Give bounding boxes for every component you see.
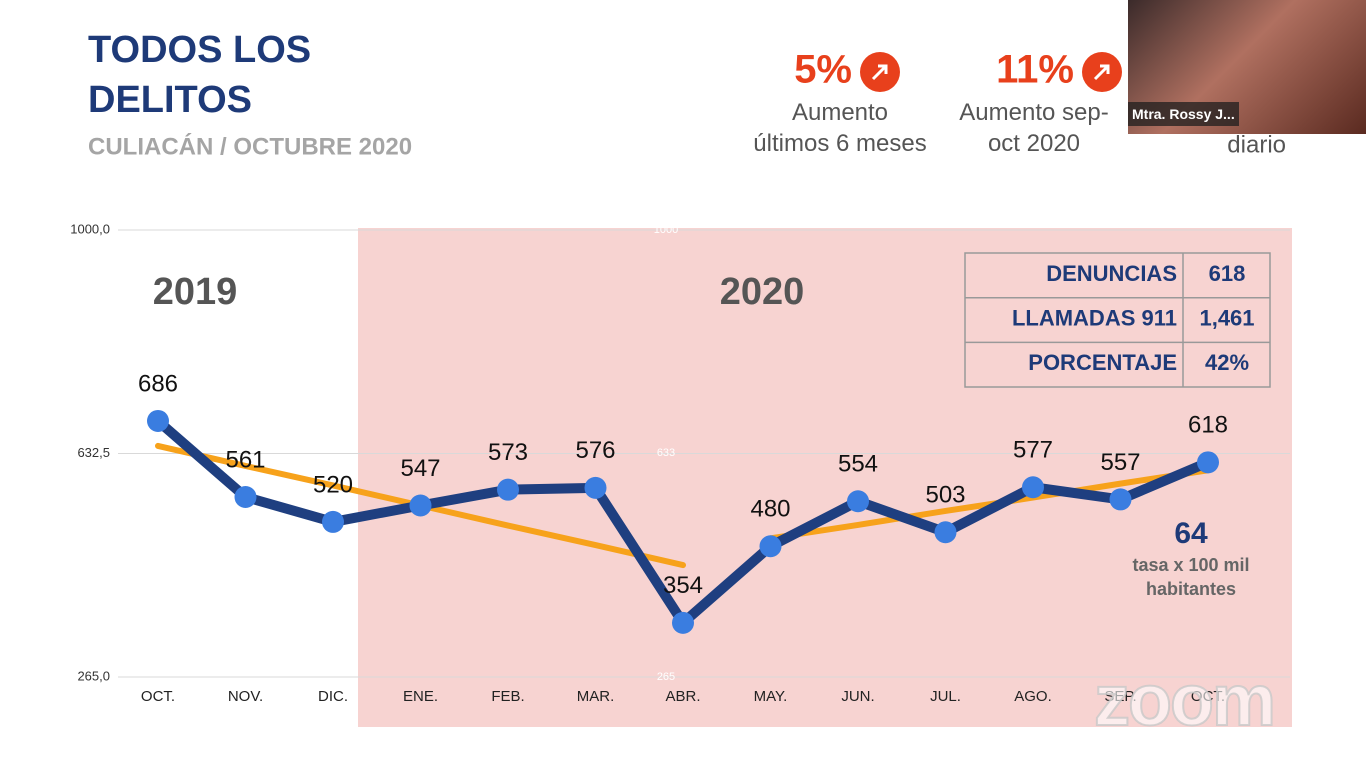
kpi-label: Aumento últimos 6 meses xyxy=(753,99,926,157)
x-tick-label: NOV. xyxy=(228,688,263,705)
rate-value: 64 xyxy=(1174,517,1208,550)
video-feed: Mtra. Rossy J... xyxy=(1128,0,1366,134)
value-label: 557 xyxy=(1100,449,1140,476)
y2-tick-label: 633 xyxy=(657,447,675,459)
kpi-icon xyxy=(871,64,888,81)
value-label: 503 xyxy=(925,482,965,509)
data-point xyxy=(759,535,782,558)
x-tick-label: ENE. xyxy=(403,688,438,705)
participant-name: Mtra. Rossy J... xyxy=(1128,102,1239,126)
table-cell: LLAMADAS 911 xyxy=(1012,306,1177,331)
data-point xyxy=(584,476,607,499)
table-cell: DENUNCIAS xyxy=(1046,261,1177,286)
value-label: 577 xyxy=(1013,437,1053,464)
data-point xyxy=(934,521,957,544)
period-label: 2020 xyxy=(720,271,805,313)
kpi-value: 5% xyxy=(794,48,852,92)
value-label: 686 xyxy=(138,370,178,397)
data-point xyxy=(322,510,344,533)
x-tick-label: OCT. xyxy=(1191,688,1225,705)
data-point xyxy=(1022,476,1044,499)
y-tick-label: 1000,0 xyxy=(70,221,110,236)
table-cell: PORCENTAJE xyxy=(1028,350,1177,375)
x-tick-label: JUL. xyxy=(930,688,961,705)
data-point xyxy=(147,409,169,432)
x-tick-label: OCT. xyxy=(141,688,175,705)
kpi-label: diario xyxy=(1227,131,1286,158)
table: DENUNCIAS 618 LLAMADAS 911 1,461 PORCENTAJE 4… xyxy=(964,252,1271,388)
chart-title: TODOS LOS DELITOS xyxy=(88,29,311,121)
data-point xyxy=(1197,451,1219,474)
value-label: 573 xyxy=(488,439,528,466)
value-label: 520 xyxy=(313,471,353,498)
period-highlight xyxy=(358,228,1292,727)
data-point xyxy=(847,490,869,513)
data-point xyxy=(409,494,432,517)
value-label: 618 xyxy=(1188,412,1228,439)
y-tick-label: 265,0 xyxy=(77,668,110,683)
y2-tick-label: 1000 xyxy=(654,224,678,236)
watermark: zoom xyxy=(1093,660,1277,742)
x-tick-label: ABR. xyxy=(665,688,700,705)
kpi-icon xyxy=(1093,64,1110,81)
x-tick-label: MAR. xyxy=(577,688,615,705)
data-point xyxy=(497,478,519,501)
value-label: 554 xyxy=(838,451,878,478)
table-cell: 1,461 xyxy=(1199,306,1254,331)
x-tick-label: FEB. xyxy=(491,688,524,705)
value-label: 576 xyxy=(575,437,615,464)
table-cell: 618 xyxy=(1209,261,1246,286)
x-tick-label: DIC. xyxy=(318,688,348,705)
x-tick-label: SEP. xyxy=(1104,688,1136,705)
kpi-label: Aumento sep-oct 2020 xyxy=(959,99,1108,157)
y-tick-label: 632,5 xyxy=(77,445,110,460)
data-point xyxy=(1109,488,1132,511)
value-label: 480 xyxy=(750,496,790,523)
table-frame xyxy=(964,252,1271,388)
period-label: 2019 xyxy=(153,271,238,313)
data-point xyxy=(234,485,257,508)
x-tick-label: AGO. xyxy=(1014,688,1052,705)
y2-tick-label: 265 xyxy=(657,671,675,683)
x-tick-label: JUN. xyxy=(841,688,874,705)
x-tick-label: MAY. xyxy=(754,688,788,705)
value-label: 354 xyxy=(663,572,703,599)
chart-subtitle: CULIACÁN / OCTUBRE 2020 xyxy=(88,132,412,160)
table-cell: 42% xyxy=(1205,350,1249,375)
value-label: 547 xyxy=(400,455,440,482)
rate-label: tasa x 100 mil habitantes xyxy=(1132,555,1249,599)
data-point xyxy=(672,611,694,634)
kpi-value: 11% xyxy=(996,48,1074,92)
value-label: 561 xyxy=(225,446,265,473)
